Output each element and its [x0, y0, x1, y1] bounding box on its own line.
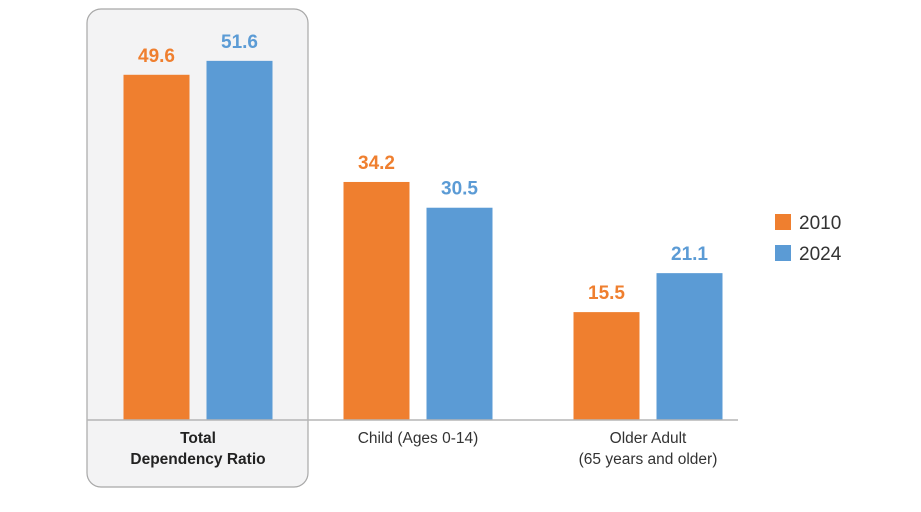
bar-2024-1 [426, 207, 493, 420]
value-label-2010-1: 34.2 [358, 153, 395, 174]
category-label-2-line-1: (65 years and older) [579, 451, 718, 468]
value-label-2024-0: 51.6 [221, 32, 258, 53]
category-label-0-line-0: Total [180, 430, 216, 447]
value-label-2010-0: 49.6 [138, 46, 175, 67]
labels-group: 49.6 51.6 Total Dependency Ratio 34.2 30.5 Chi… [130, 32, 717, 468]
category-label-0-line-1: Dependency Ratio [130, 451, 265, 468]
bar-2010-1 [343, 181, 410, 420]
bar-2010-2 [573, 312, 640, 420]
highlight-panel-total [86, 8, 309, 488]
legend-swatch-2024 [775, 245, 791, 261]
value-label-2010-2: 15.5 [588, 283, 625, 304]
value-label-2024-1: 30.5 [441, 179, 478, 200]
legend-label-2024: 2024 [799, 244, 842, 265]
bars-group [123, 60, 723, 420]
category-label-1-line-0: Child (Ages 0-14) [358, 430, 479, 447]
bar-2024-0 [206, 60, 273, 420]
legend-label-2010: 2010 [799, 213, 841, 234]
category-label-2-line-0: Older Adult [610, 430, 687, 447]
bar-2024-2 [656, 273, 723, 420]
value-label-2024-2: 21.1 [671, 244, 708, 265]
legend-swatch-2010 [775, 214, 791, 230]
bar-2010-0 [123, 74, 190, 420]
legend: 2010 2024 [775, 213, 842, 265]
